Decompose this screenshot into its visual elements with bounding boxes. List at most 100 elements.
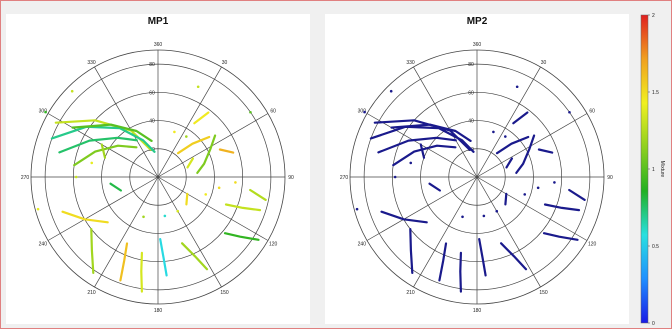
satellite-track <box>543 203 581 212</box>
colorbar-tick-label: 0.5 <box>652 244 659 250</box>
satellite-track <box>223 232 260 241</box>
angle-label: 300 <box>358 109 367 115</box>
angle-label: 240 <box>39 242 48 248</box>
angle-spoke <box>157 176 222 288</box>
satellite-track <box>181 242 209 271</box>
colorbar-title: Mixture <box>659 161 665 178</box>
colorbar-tick-label: 1.5 <box>652 90 659 96</box>
angle-spoke <box>94 176 159 288</box>
colorbar: 0 0.5 1 1.5 2 Mixture <box>640 13 665 327</box>
data-point <box>389 89 393 93</box>
angle-label: 150 <box>539 290 548 296</box>
satellite-track <box>390 123 472 142</box>
satellite-track <box>438 242 448 282</box>
satellite-track <box>61 210 109 224</box>
satellite-track <box>224 203 262 212</box>
data-point <box>234 181 237 184</box>
data-point <box>176 209 180 213</box>
data-point <box>90 161 94 165</box>
satellite-track <box>515 134 536 174</box>
satellite-track <box>537 148 554 154</box>
satellite-track <box>392 144 457 167</box>
data-point <box>482 214 486 218</box>
data-point <box>523 193 527 196</box>
angle-spoke <box>47 176 159 241</box>
angle-label: 60 <box>270 109 276 115</box>
satellite-track <box>380 210 428 224</box>
data-point <box>363 110 366 114</box>
data-point <box>196 85 200 89</box>
angle-spoke <box>157 176 269 241</box>
data-point <box>461 215 464 219</box>
angle-label: 330 <box>406 60 415 66</box>
satellite-track <box>196 134 217 174</box>
polar-panel-1: MP13603060901201501802102402703003302040… <box>6 14 310 324</box>
data-point <box>504 135 507 138</box>
satellite-track <box>119 242 129 282</box>
angle-label: 120 <box>588 242 597 248</box>
data-point <box>44 110 47 114</box>
angle-label: 210 <box>87 290 96 296</box>
radius-label: 60 <box>149 90 155 96</box>
angle-spoke <box>476 113 588 178</box>
satellite-track <box>369 125 475 153</box>
angle-label: 330 <box>87 60 96 66</box>
data-point <box>409 161 413 165</box>
angle-label: 270 <box>340 175 349 181</box>
satellite-track <box>542 232 579 241</box>
colorbar-gradient <box>640 14 649 324</box>
satellite-track <box>478 238 487 277</box>
data-point <box>142 215 145 219</box>
satellite-track <box>377 136 457 154</box>
angle-spoke <box>413 176 478 288</box>
radius-label: 80 <box>468 62 474 68</box>
radius-label: 40 <box>149 119 155 125</box>
data-point <box>492 130 495 134</box>
data-point <box>185 135 188 138</box>
satellite-track <box>505 157 513 169</box>
angle-label: 180 <box>154 308 163 314</box>
satellite-track <box>185 192 189 206</box>
angle-spoke <box>476 66 541 178</box>
colorbar-tick-label: 0 <box>652 321 655 327</box>
angle-label: 60 <box>589 109 595 115</box>
data-point <box>553 181 556 184</box>
satellite-track <box>71 123 153 142</box>
angle-label: 240 <box>358 242 367 248</box>
angle-spoke <box>476 176 541 288</box>
satellite-track <box>459 251 462 293</box>
satellite-track <box>100 143 107 159</box>
angle-spoke <box>157 113 269 178</box>
satellite-track <box>568 188 586 201</box>
angle-label: 120 <box>269 242 278 248</box>
data-point <box>249 110 252 114</box>
data-point <box>515 85 519 89</box>
satellite-track <box>159 238 168 277</box>
data-point <box>355 207 359 211</box>
satellite-track <box>58 136 138 154</box>
data-point <box>536 186 540 190</box>
satellite-track <box>73 144 138 167</box>
data-point <box>173 130 176 134</box>
angle-spoke <box>413 66 478 178</box>
satellite-track <box>50 125 156 153</box>
angle-label: 30 <box>541 60 547 66</box>
data-point <box>36 207 40 211</box>
satellite-track <box>90 228 95 274</box>
radius-label: 80 <box>149 62 155 68</box>
angle-label: 300 <box>39 109 48 115</box>
angle-label: 30 <box>222 60 228 66</box>
colorbar-tick-label: 1 <box>652 167 655 173</box>
polar-panel-2: MP23603060901201501802102402703003302040… <box>325 14 629 324</box>
data-point <box>70 89 74 93</box>
angle-label: 90 <box>607 175 613 181</box>
angle-label: 360 <box>154 42 163 48</box>
colorbar-tick-label: 2 <box>652 13 655 19</box>
satellite-track <box>193 111 210 125</box>
satellite-track <box>512 111 529 125</box>
satellite-track <box>186 157 194 169</box>
satellite-track <box>409 228 414 274</box>
satellite-track <box>249 188 267 201</box>
angle-spoke <box>157 66 222 178</box>
